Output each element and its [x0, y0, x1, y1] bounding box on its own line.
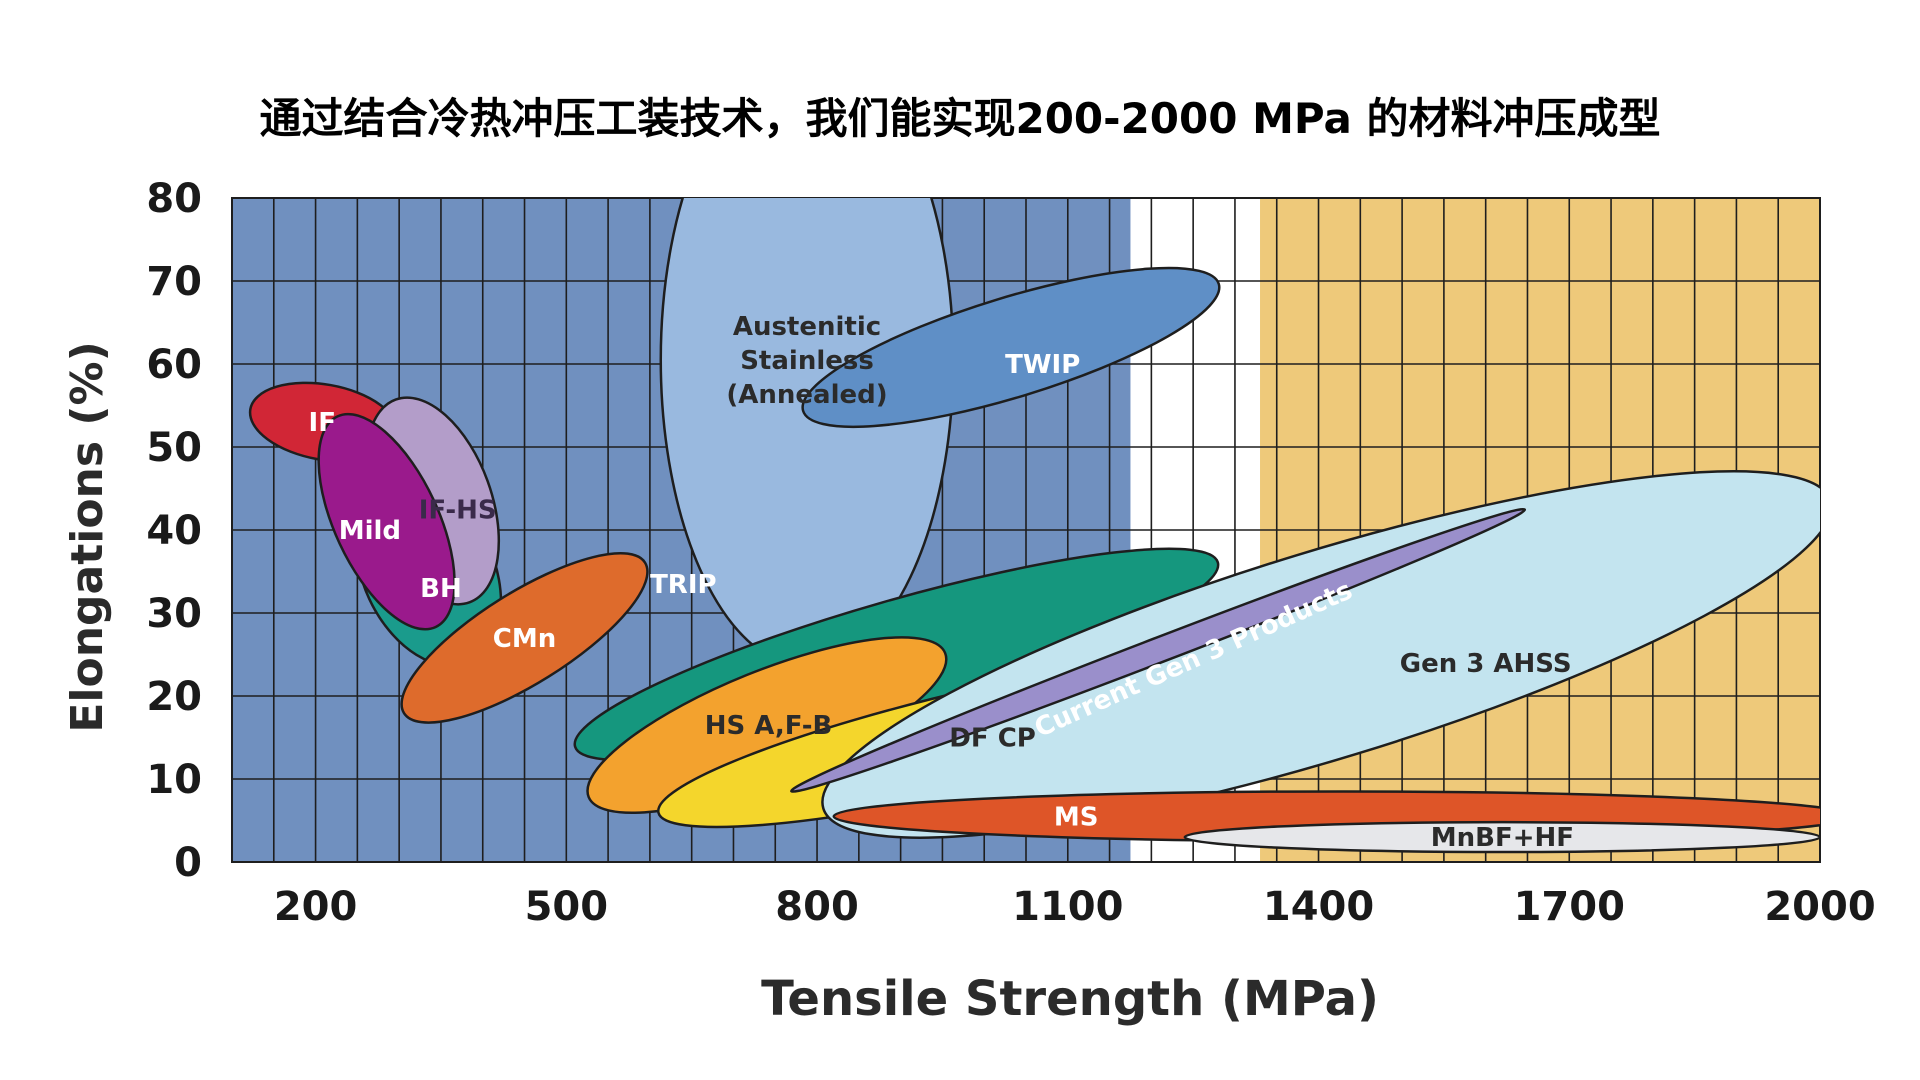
region-current-gen-3-products: [790, 507, 1527, 793]
chart-title: 通过结合冷热冲压工装技术，我们能实现200-2000 MPa 的材料冲压成型: [259, 94, 1660, 143]
region-label-bh: BH: [420, 574, 462, 604]
y-tick-label: 70: [146, 259, 202, 305]
region-cmn: [400, 551, 649, 724]
y-tick-label: 40: [146, 508, 202, 554]
region-label-mnbf-hf: MnBF+HF: [1431, 823, 1574, 853]
region-label-if: IF: [309, 408, 336, 438]
region-label-if-hs: IF-HS: [419, 495, 497, 525]
region-twip: [801, 266, 1221, 429]
material-regions: [248, 198, 1820, 854]
x-axis-ticks: 200 500 800 1100 1400 1700 2000: [274, 884, 1876, 930]
x-axis-label: Tensile Strength (MPa): [761, 971, 1379, 1027]
region-label-cmn: CMn: [493, 624, 556, 654]
y-axis-label: Elongations (%): [62, 341, 113, 732]
region-label-df-cp: DF CP: [949, 724, 1036, 754]
x-tick-label: 1100: [1012, 884, 1123, 930]
y-tick-label: 30: [146, 591, 202, 637]
region-label-mild: Mild: [339, 516, 401, 546]
region-label-twip: TWIP: [1005, 350, 1080, 380]
y-tick-label: 60: [146, 342, 202, 388]
x-tick-label: 200: [274, 884, 358, 930]
y-axis-ticks: 0 10 20 30 40 50 60 70 80: [146, 176, 202, 886]
region-label-austenitic-stainless-annealed: Austenitic Stainless (Annealed): [726, 312, 887, 410]
y-tick-label: 80: [146, 176, 202, 222]
region-gen-3-ahss: [821, 470, 1820, 839]
region-label-trip: TRIP: [650, 570, 717, 600]
x-tick-label: 500: [525, 884, 609, 930]
x-tick-label: 2000: [1764, 884, 1875, 930]
region-label-gen-3-ahss: Gen 3 AHSS: [1400, 649, 1572, 679]
region-label-hs-a-f-b: HS A,F-B: [705, 711, 833, 741]
y-tick-label: 50: [146, 425, 202, 471]
y-tick-label: 20: [146, 674, 202, 720]
region-mnbf-hf: [1183, 820, 1820, 854]
x-tick-label: 1700: [1514, 884, 1625, 930]
y-tick-label: 0: [174, 840, 202, 886]
region-label-ms: MS: [1054, 802, 1099, 832]
x-tick-label: 1400: [1263, 884, 1374, 930]
region-mild: [317, 412, 456, 631]
x-tick-label: 800: [775, 884, 859, 930]
y-tick-label: 10: [146, 757, 202, 803]
